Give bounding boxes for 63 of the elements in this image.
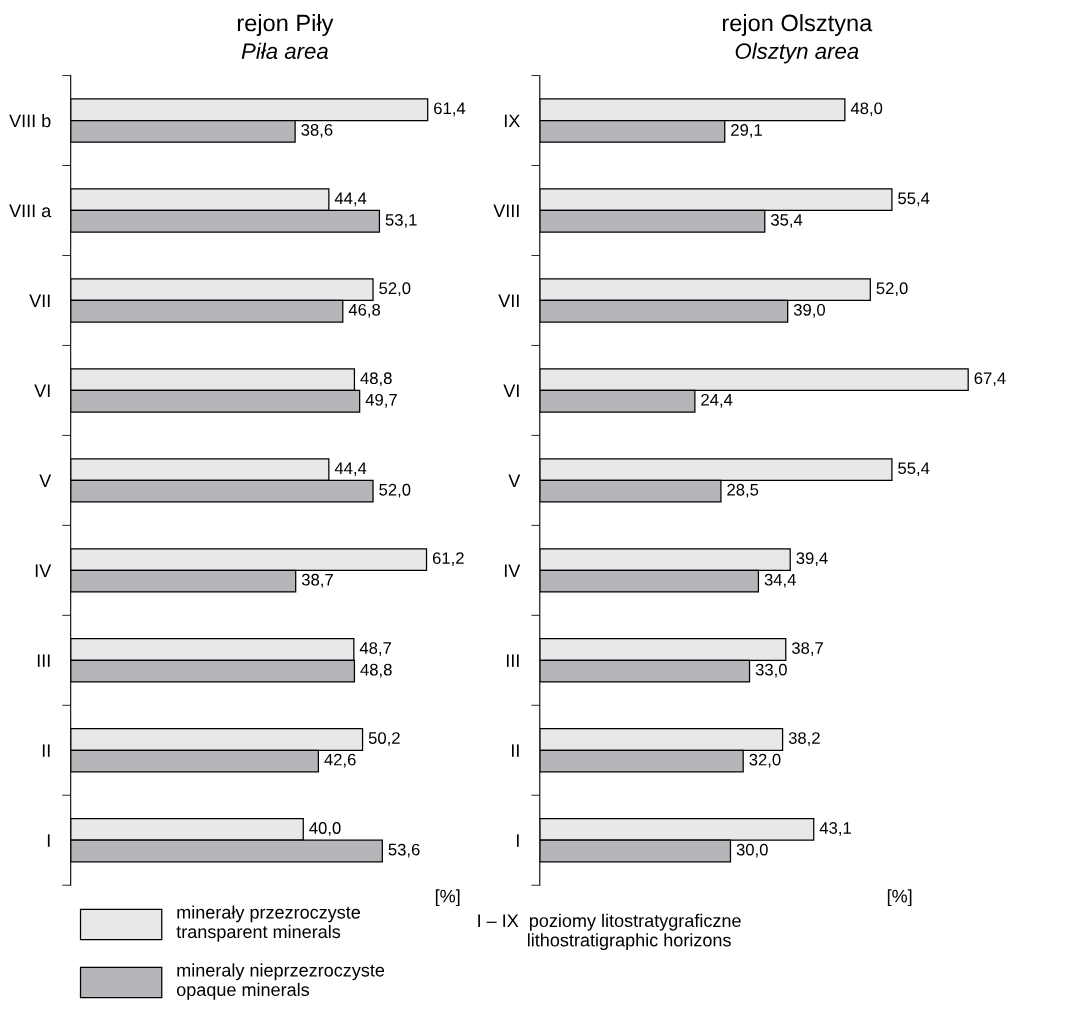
y-tick-label: III	[506, 654, 519, 667]
data-label: 46,8	[348, 303, 381, 318]
chart-subtitle: Olsztyn area	[735, 42, 859, 64]
y-tick-label: VI	[34, 384, 50, 397]
chart-title: rejon Piły	[237, 14, 334, 37]
data-label: 50,2	[368, 732, 400, 746]
data-label: 34,4	[764, 573, 796, 588]
y-tick-label: IV	[35, 564, 52, 577]
y-tick-label: VIII b	[9, 113, 51, 128]
data-label: 29,1	[731, 124, 762, 138]
y-tick-label: I	[47, 834, 50, 847]
data-label: 55,4	[898, 462, 930, 477]
data-label: 32,0	[749, 753, 781, 768]
data-label: 48,7	[359, 642, 391, 656]
data-label: 38,6	[301, 124, 333, 138]
y-tick-label: II	[42, 744, 50, 757]
x-axis-title: [%]	[435, 889, 460, 907]
y-tick-label: VII	[498, 294, 519, 307]
y-tick-label: VIII a	[9, 204, 52, 218]
data-label: 48,0	[850, 102, 883, 117]
chart-title: rejon Olsztyna	[722, 14, 873, 37]
data-label: 42,6	[324, 753, 356, 768]
data-label: 52,0	[379, 282, 411, 297]
y-tick-label: I	[516, 834, 519, 847]
data-label: 53,1	[385, 213, 417, 228]
y-tick-label: IV	[504, 564, 521, 577]
chart-subtitle: Piła area	[241, 42, 328, 60]
data-label: 52,0	[876, 282, 908, 297]
data-label: 67,4	[974, 372, 1006, 387]
data-label: 48,8	[360, 663, 392, 678]
data-label: 53,6	[388, 843, 420, 858]
data-label: 44,4	[334, 462, 367, 477]
data-label: 39,0	[793, 303, 826, 318]
y-tick-label: V	[508, 474, 521, 487]
data-label: 30,0	[736, 843, 768, 858]
data-label: 48,8	[360, 372, 392, 387]
data-label: 38,7	[791, 642, 823, 656]
legend-label: minerały przezroczyste transparent minerals	[176, 905, 361, 942]
y-tick-label: V	[39, 474, 52, 487]
data-label: 38,2	[788, 732, 820, 746]
data-label: 24,4	[701, 393, 733, 408]
data-label: 61,4	[434, 102, 466, 117]
y-tick-label: II	[511, 744, 519, 757]
y-tick-label: VII	[29, 294, 50, 307]
data-label: 55,4	[898, 192, 930, 207]
data-label: 49,7	[365, 393, 397, 408]
y-tick-label: VI	[503, 384, 519, 397]
data-label: 28,5	[727, 483, 759, 498]
y-tick-label: VIII	[493, 204, 519, 218]
data-label: 61,2	[432, 552, 464, 566]
data-label: 44,4	[334, 192, 367, 207]
data-label: 39,4	[796, 552, 828, 566]
data-label: 40,0	[309, 822, 341, 836]
data-label: 35,4	[770, 213, 803, 228]
y-tick-label: III	[37, 654, 50, 667]
data-label: 43,1	[819, 822, 851, 836]
y-tick-label: IX	[504, 114, 520, 128]
legend-label: mineraly nieprzezroczyste opaque minerals	[176, 963, 385, 1000]
x-axis-title: [%]	[887, 889, 912, 907]
data-label: 38,7	[301, 573, 333, 588]
text: I – IX poziomy litostratygraficzne lithostratigraphic horizons	[478, 913, 741, 951]
data-label: 52,0	[379, 483, 411, 498]
data-label: 33,0	[755, 663, 787, 678]
